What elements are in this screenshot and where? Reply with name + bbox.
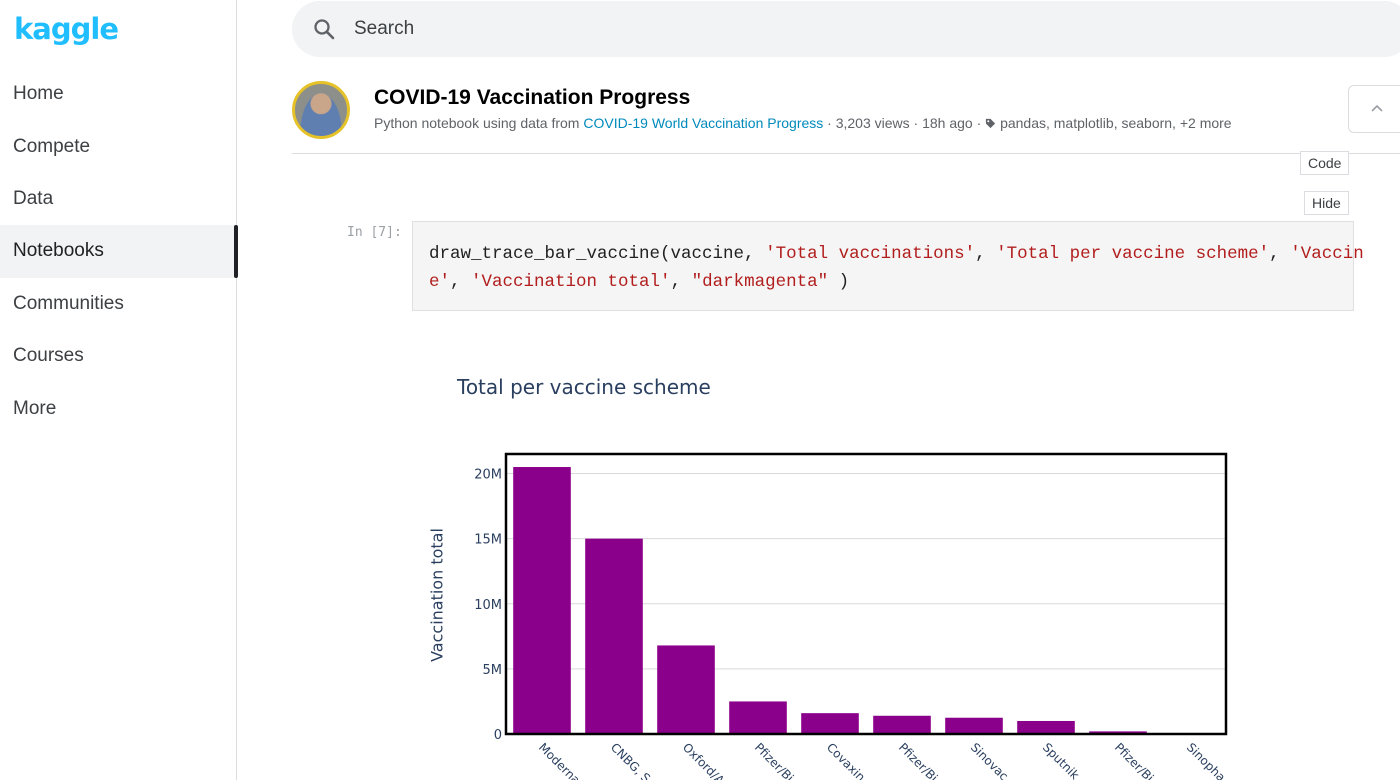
tag-list[interactable]: pandas, matplotlib, seaborn, +2 more xyxy=(1000,115,1232,131)
code-button[interactable]: Code xyxy=(1300,151,1350,175)
tag-icon xyxy=(985,116,996,129)
notebook-title: COVID-19 Vaccination Progress xyxy=(374,86,691,109)
code-sep: , xyxy=(450,272,472,292)
code-string: 'Total vaccinations' xyxy=(765,244,976,264)
code-fn: draw_trace_bar_vaccine(vaccine, xyxy=(429,244,766,264)
bar xyxy=(729,701,787,734)
code-sep: , xyxy=(670,272,692,292)
sidebar-item-communities[interactable]: Communities xyxy=(13,292,124,314)
code-string: 'Vaccin xyxy=(1290,244,1364,264)
code-end: ) xyxy=(828,272,850,292)
y-tick-label: 5M xyxy=(483,663,503,678)
bar xyxy=(513,467,571,734)
bar xyxy=(657,645,715,734)
sidebar-item-data[interactable]: Data xyxy=(13,187,54,209)
sidebar: kaggle Home Compete Data Notebooks Commu… xyxy=(0,0,238,780)
plot-frame xyxy=(504,452,1228,736)
sidebar-item-courses[interactable]: Courses xyxy=(13,345,84,367)
bar xyxy=(585,538,643,734)
notebook-age: 18h ago · xyxy=(922,115,982,131)
search-input[interactable] xyxy=(354,18,954,40)
x-tick-label: Sputnik xyxy=(1040,740,1082,780)
code-string: "darkmagenta" xyxy=(691,272,829,292)
notebook-header: COVID-19 Vaccination Progress Python not… xyxy=(292,72,1400,154)
x-tick-label: Sinovac xyxy=(968,740,1011,780)
meta-prefix: Python notebook using data from xyxy=(374,115,580,131)
bar xyxy=(1089,731,1147,734)
code-string: 'Total per vaccine scheme' xyxy=(996,244,1270,264)
code-sep: , xyxy=(975,244,997,264)
bar xyxy=(1017,720,1075,734)
sidebar-item-compete[interactable]: Compete xyxy=(13,135,91,157)
x-tick-label: Covaxin xyxy=(824,740,868,780)
dataset-link[interactable]: COVID-19 World Vaccination Progress xyxy=(583,115,824,131)
cell-prompt: In [7]: xyxy=(347,225,402,240)
sidebar-item-notebooks[interactable]: Notebooks xyxy=(0,225,238,278)
view-count: · 3,203 views · xyxy=(827,115,919,131)
notebook-meta: Python notebook using data from COVID-19… xyxy=(374,115,1232,131)
hide-button[interactable]: Hide xyxy=(1304,191,1349,215)
y-tick-label: 0 xyxy=(494,728,502,743)
bar xyxy=(945,717,1003,734)
sidebar-item-more[interactable]: More xyxy=(13,397,57,419)
code-sep: , xyxy=(1269,244,1291,264)
x-tick-label: Sinopha xyxy=(1184,740,1228,780)
y-tick-label: 20M xyxy=(474,468,502,483)
x-tick-label: CNBG, S xyxy=(608,740,653,780)
code-string: e' xyxy=(429,272,451,292)
chevron-up-icon xyxy=(1370,100,1384,118)
code-cell[interactable]: draw_trace_bar_vaccine(vaccine, 'Total v… xyxy=(412,221,1364,311)
search-icon xyxy=(312,17,336,41)
x-tick-label: Oxford/A xyxy=(680,740,728,780)
x-tick-label: Pfizer/Bi xyxy=(1112,740,1157,780)
x-tick-label: Pfizer/Bi xyxy=(896,740,941,780)
chart-title: Total per vaccine scheme xyxy=(457,375,711,399)
author-avatar[interactable] xyxy=(292,81,350,139)
x-tick-label: Moderna xyxy=(536,740,583,780)
collapse-button[interactable] xyxy=(1348,85,1400,133)
code-string: 'Vaccination total' xyxy=(471,272,671,292)
sidebar-item-home[interactable]: Home xyxy=(13,83,64,105)
search-bar[interactable] xyxy=(292,1,1400,57)
bar xyxy=(801,713,859,734)
y-tick-label: 15M xyxy=(474,533,502,548)
kaggle-logo[interactable]: kaggle xyxy=(14,12,119,46)
y-tick-label: 10M xyxy=(474,598,502,613)
x-tick-label: Pfizer/Bi xyxy=(752,740,797,780)
sidebar-nav: Home Compete Data Notebooks Communities … xyxy=(0,68,238,435)
bar xyxy=(873,715,931,734)
